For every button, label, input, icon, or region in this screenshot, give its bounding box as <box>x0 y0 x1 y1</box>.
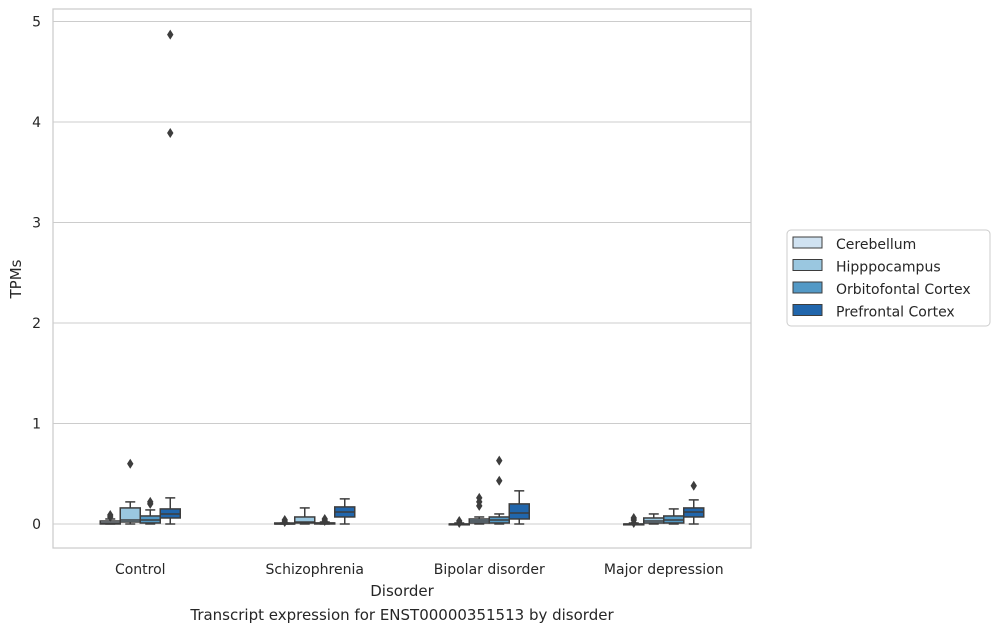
legend-label: Orbitofontal Cortex <box>836 282 971 298</box>
outlier-point <box>456 515 463 526</box>
outlier-point <box>630 512 637 523</box>
box-plot <box>468 492 490 525</box>
box-group <box>274 498 356 527</box>
legend-swatch <box>792 259 823 271</box>
y-tick-label: 0 <box>32 517 41 533</box>
box-plot <box>294 507 316 525</box>
box-plot <box>334 498 356 525</box>
box-plot <box>159 29 181 525</box>
legend-label: Cerebellum <box>836 237 916 253</box>
box <box>508 503 530 520</box>
outlier-point <box>281 514 288 525</box>
outlier-point <box>167 128 174 139</box>
legend-swatch <box>792 304 823 316</box>
box <box>294 516 316 524</box>
legend-label: Hipppocampus <box>836 260 941 276</box>
box-plot <box>119 458 141 525</box>
y-tick-label: 2 <box>32 316 41 332</box>
y-axis-label: TPMs <box>7 259 25 299</box>
box-plot <box>508 490 530 525</box>
y-tick-label: 1 <box>32 417 41 433</box>
y-tick-labels: 0 1 2 3 4 5 <box>32 15 41 534</box>
x-tick-label: Schizophrenia <box>266 562 364 578</box>
legend: Cerebellum Hipppocampus Orbitofontal Corte… <box>786 229 991 327</box>
box-plot <box>314 513 336 526</box>
box <box>119 507 141 523</box>
legend-frame <box>786 229 991 327</box>
y-tick-label: 4 <box>32 115 41 131</box>
outlier-point <box>690 480 697 491</box>
x-tick-label: Control <box>115 562 166 578</box>
outlier-point <box>476 492 483 503</box>
outlier-point <box>496 475 503 486</box>
plot-background <box>53 9 751 548</box>
outlier-point <box>107 509 114 520</box>
outlier-point <box>496 455 503 466</box>
y-tick-label: 5 <box>32 15 41 31</box>
chart-caption: Transcript expression for ENST0000035151… <box>190 606 614 624</box>
plot-frame <box>52 8 752 549</box>
legend-swatch <box>792 281 823 294</box>
box-plot <box>448 515 470 528</box>
box-plot <box>488 455 510 525</box>
box-group <box>623 480 705 528</box>
x-tick-label: Major depression <box>604 562 724 578</box>
outlier-point <box>167 29 174 40</box>
box-plot <box>683 480 705 525</box>
outlier-point <box>321 513 328 524</box>
x-tick-label: Bipolar disorder <box>434 562 545 578</box>
box-plot <box>663 508 685 525</box>
box-plot <box>623 512 645 528</box>
outlier-point <box>127 458 134 469</box>
legend-swatch <box>792 236 823 249</box>
box-group <box>99 29 181 525</box>
x-axis-label: Disorder <box>370 582 434 600</box>
box-plot <box>139 496 161 525</box>
box-groups <box>99 29 705 528</box>
outlier-point <box>147 496 154 507</box>
box-group <box>448 455 530 528</box>
y-tick-label: 3 <box>32 216 41 232</box>
x-tick-labels: Control Schizophrenia Bipolar disorder Majo… <box>115 562 724 578</box>
legend-label: Prefrontal Cortex <box>836 305 955 321</box>
